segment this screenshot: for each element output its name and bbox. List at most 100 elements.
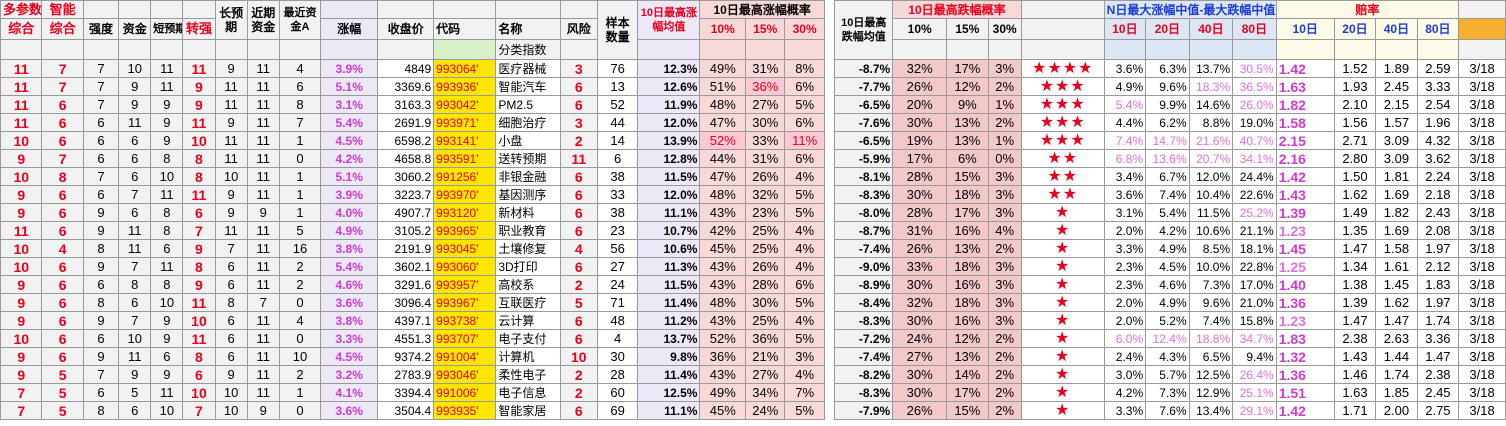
median-40-cell: 21.6% bbox=[1188, 131, 1234, 150]
odds-20-cell: 1.38 bbox=[1333, 275, 1377, 294]
header-shoupanjia: 收盘价 bbox=[377, 18, 435, 40]
long-expectation-cell: 11 bbox=[214, 95, 248, 114]
fall-15-cell: 12% bbox=[946, 77, 989, 96]
risk-cell: 2 bbox=[559, 131, 598, 150]
composite-score-cell: 9 bbox=[0, 149, 43, 168]
short-expectation-cell: 10 bbox=[150, 293, 184, 312]
smart-score-cell: 6 bbox=[41, 95, 84, 114]
close-price-cell: 9374.2 bbox=[377, 347, 435, 366]
risk-cell: 6 bbox=[559, 257, 598, 276]
change-pct-cell: 5.1% bbox=[320, 77, 379, 96]
risk-cell: 6 bbox=[559, 203, 598, 222]
strength-cell: 6 bbox=[82, 383, 120, 402]
odds-10-cell: 1.42 bbox=[1275, 401, 1335, 420]
long-expectation-cell: 9 bbox=[214, 185, 248, 204]
turn-strong-cell: 10 bbox=[182, 383, 216, 402]
sample-count-cell: 27 bbox=[596, 257, 639, 276]
odds-80-cell: 2.24 bbox=[1416, 167, 1460, 186]
fall-15-cell: 16% bbox=[946, 221, 989, 240]
median-20-cell: 4.6% bbox=[1145, 275, 1190, 294]
rating-stars: ★★★ bbox=[1020, 131, 1105, 150]
short-expectation-cell: 10 bbox=[150, 167, 184, 186]
median-40-cell: 6.5% bbox=[1188, 347, 1234, 366]
median-20-cell: 4.2% bbox=[1145, 221, 1190, 240]
strength-cell: 7 bbox=[82, 59, 120, 78]
date-cell: 3/18 bbox=[1458, 365, 1506, 384]
max-rise-avg-cell: 11.4% bbox=[637, 293, 701, 312]
odds-10-cell: 1.40 bbox=[1275, 275, 1335, 294]
change-pct-cell: 4.2% bbox=[320, 149, 379, 168]
median-20-cell: 6.7% bbox=[1145, 167, 1190, 186]
max-fall-avg-cell: -5.9% bbox=[834, 149, 894, 168]
sample-count-cell: 28 bbox=[596, 365, 639, 384]
rating-stars: ★ bbox=[1020, 275, 1105, 294]
fall-10-cell: 31% bbox=[892, 221, 948, 240]
median-20-cell: 7.6% bbox=[1145, 401, 1190, 420]
fall-15-cell: 17% bbox=[946, 383, 989, 402]
median-10-cell: 3.4% bbox=[1103, 167, 1147, 186]
fall-30-cell: 4% bbox=[987, 221, 1022, 240]
fall-15-cell: 18% bbox=[946, 185, 989, 204]
fall-30-cell: 2% bbox=[987, 113, 1022, 132]
median-20-cell: 7.3% bbox=[1145, 383, 1190, 402]
median-80-cell: 21.0% bbox=[1232, 293, 1277, 312]
recent-capital-a-cell: 0 bbox=[278, 293, 322, 312]
rise-15-cell: 23% bbox=[745, 203, 786, 222]
close-price-cell: 4397.1 bbox=[377, 311, 435, 330]
rise-10-cell: 48% bbox=[699, 95, 747, 114]
rise-30-cell: 6% bbox=[784, 77, 825, 96]
recent-capital-a-cell: 6 bbox=[278, 77, 322, 96]
median-40-cell: 9.6% bbox=[1188, 293, 1234, 312]
max-rise-avg-cell: 9.8% bbox=[637, 347, 701, 366]
change-pct-cell: 5.4% bbox=[320, 113, 379, 132]
odds-80-cell: 1.96 bbox=[1416, 113, 1460, 132]
odds-80-cell: 3.36 bbox=[1416, 329, 1460, 348]
fall-15-cell: 17% bbox=[946, 203, 989, 222]
change-pct-cell: 3.6% bbox=[320, 401, 379, 420]
rise-10-cell: 45% bbox=[699, 401, 747, 420]
date-cell: 3/18 bbox=[1458, 257, 1506, 276]
code-cell: 993935' bbox=[433, 401, 497, 420]
odds-40-cell: 2.63 bbox=[1375, 329, 1418, 348]
risk-cell: 6 bbox=[559, 401, 598, 420]
max-rise-avg-cell: 12.0% bbox=[637, 185, 701, 204]
odds-10-cell: 2.16 bbox=[1275, 149, 1335, 168]
median-40-cell: 10.0% bbox=[1188, 257, 1234, 276]
short-expectation-cell: 11 bbox=[150, 77, 184, 96]
strength-cell: 7 bbox=[82, 365, 120, 384]
odds-80-cell: 1.83 bbox=[1416, 275, 1460, 294]
composite-score-cell: 9 bbox=[0, 365, 43, 384]
odds-40-cell: 3.09 bbox=[1375, 131, 1418, 150]
sample-count-cell: 56 bbox=[596, 239, 639, 258]
capital-cell: 6 bbox=[118, 149, 152, 168]
header-duanyuqi: 短预期 bbox=[150, 18, 184, 40]
median-20-cell: 7.4% bbox=[1145, 185, 1190, 204]
code-cell: 991256' bbox=[433, 167, 497, 186]
recent-capital-cell: 11 bbox=[246, 131, 280, 150]
odds-10-cell: 1.63 bbox=[1275, 77, 1335, 96]
odds-40-cell: 1.45 bbox=[1375, 275, 1418, 294]
table-row: 9 5 7 9 9 6 9 11 2 3.2% 2783.9 993046' 柔性电子 2 28 11.4% 4… bbox=[0, 365, 1506, 384]
table-row: 7 5 8 6 10 7 10 9 0 3.6% 3504.4 993935' 智能家居 6 69 11.1%… bbox=[0, 401, 1506, 420]
risk-cell: 3 bbox=[559, 59, 598, 78]
odds-80-cell: 1.47 bbox=[1416, 347, 1460, 366]
odds-20-cell: 1.35 bbox=[1333, 221, 1377, 240]
header-changyuqi: 长预期 bbox=[214, 0, 248, 40]
turn-strong-cell: 8 bbox=[182, 257, 216, 276]
composite-score-cell: 7 bbox=[0, 383, 43, 402]
date-cell: 3/18 bbox=[1458, 131, 1506, 150]
risk-cell: 4 bbox=[559, 239, 598, 258]
header-p40: 40日 bbox=[1375, 18, 1418, 40]
name-cell: 智能汽车 bbox=[495, 77, 561, 96]
max-rise-avg-cell: 11.1% bbox=[637, 203, 701, 222]
odds-40-cell: 1.44 bbox=[1375, 347, 1418, 366]
close-price-cell: 3602.1 bbox=[377, 257, 435, 276]
median-40-cell: 8.8% bbox=[1188, 113, 1234, 132]
median-10-cell: 3.0% bbox=[1103, 365, 1147, 384]
max-fall-avg-cell: -8.1% bbox=[834, 167, 894, 186]
odds-80-cell: 2.75 bbox=[1416, 401, 1460, 420]
table-row: 11 6 6 11 9 11 9 11 7 5.4% 2691.9 993971' 细胞治疗 3 44 12.… bbox=[0, 113, 1506, 132]
recent-capital-a-cell: 2 bbox=[278, 275, 322, 294]
composite-score-cell: 9 bbox=[0, 203, 43, 222]
name-cell: 医疗器械 bbox=[495, 59, 561, 78]
